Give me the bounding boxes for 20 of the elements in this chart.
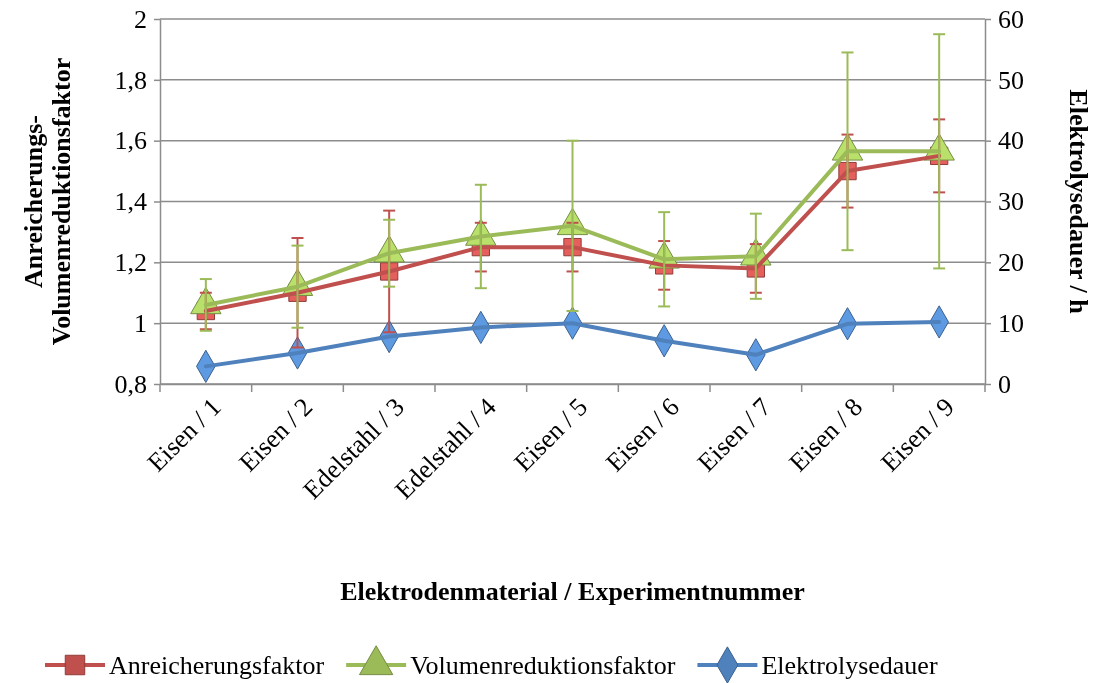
y-tick-label: 1,6 [114, 126, 147, 156]
y2-tick-label: 50 [998, 65, 1024, 95]
x-axis-title: Elektrodenmaterial / Experimentnummer [340, 577, 805, 606]
y2-tick-label: 30 [998, 187, 1024, 217]
y-tick-label: 1,2 [114, 248, 147, 278]
y2-tick-label: 60 [998, 4, 1024, 34]
y-tick-label: 1,8 [114, 65, 147, 95]
y2-tick-label: 20 [998, 248, 1024, 278]
y-tick-label: 2 [134, 4, 147, 34]
legend-label: Volumenreduktionsfaktor [410, 651, 676, 681]
legend-label: Elektrolysedauer [761, 651, 938, 681]
y-tick-label: 1,4 [114, 187, 147, 217]
y2-axis-title: Elektrolysedauer / h [1064, 89, 1093, 315]
y-tick-label: 1 [134, 308, 147, 338]
y-axis-title: Anreicherungs- Volumenreduktionsfaktor [19, 57, 76, 346]
y-tick-label: 0,8 [114, 369, 147, 399]
y2-tick-label: 0 [998, 369, 1011, 399]
y2-tick-label: 40 [998, 126, 1024, 156]
y2-tick-label: 10 [998, 308, 1024, 338]
legend-label: Anreicherungsfaktor [109, 651, 325, 681]
